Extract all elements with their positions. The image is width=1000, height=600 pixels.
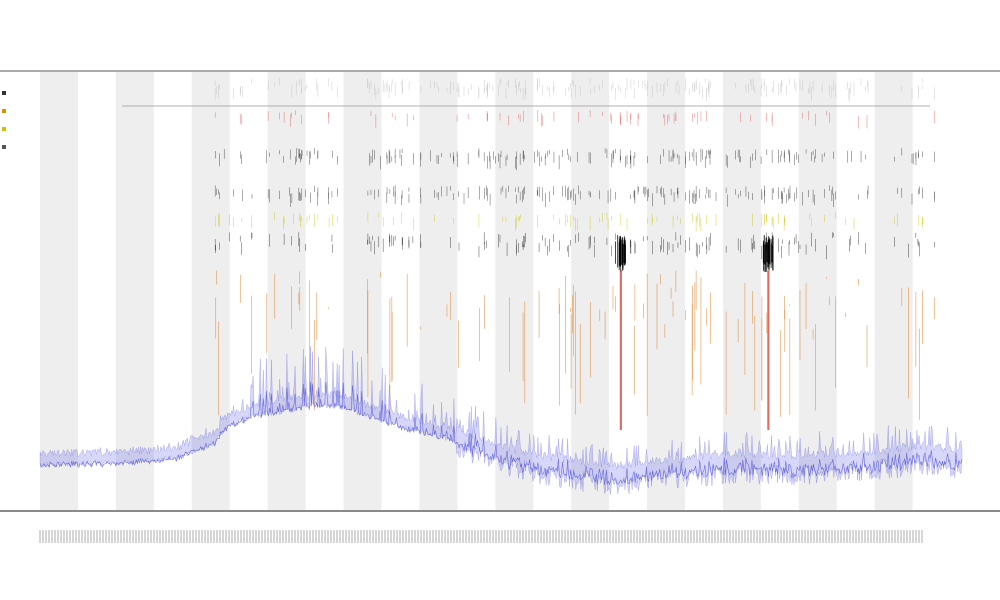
legend — [2, 82, 16, 154]
shaded-band — [419, 72, 458, 510]
shaded-band — [115, 72, 154, 510]
shaded-bands — [40, 72, 913, 510]
signal-line — [39, 381, 963, 486]
shaded-band — [343, 72, 382, 510]
shaded-band — [571, 72, 610, 510]
shaded-band — [798, 72, 837, 510]
x-tick-labels — [39, 530, 923, 543]
shaded-band — [191, 72, 230, 510]
legend-swatch — [2, 91, 6, 95]
legend-swatch — [2, 127, 6, 131]
shaded-band — [647, 72, 686, 510]
legend-item — [2, 100, 16, 118]
legend-swatch — [2, 109, 6, 113]
shaded-band — [267, 72, 306, 510]
shaded-band — [722, 72, 761, 510]
legend-item — [2, 136, 16, 154]
legend-item — [2, 118, 16, 136]
signal-series — [39, 346, 963, 495]
legend-item — [2, 82, 16, 100]
event-markers — [214, 78, 935, 430]
shaded-band — [40, 72, 78, 510]
legend-swatch — [2, 145, 6, 149]
